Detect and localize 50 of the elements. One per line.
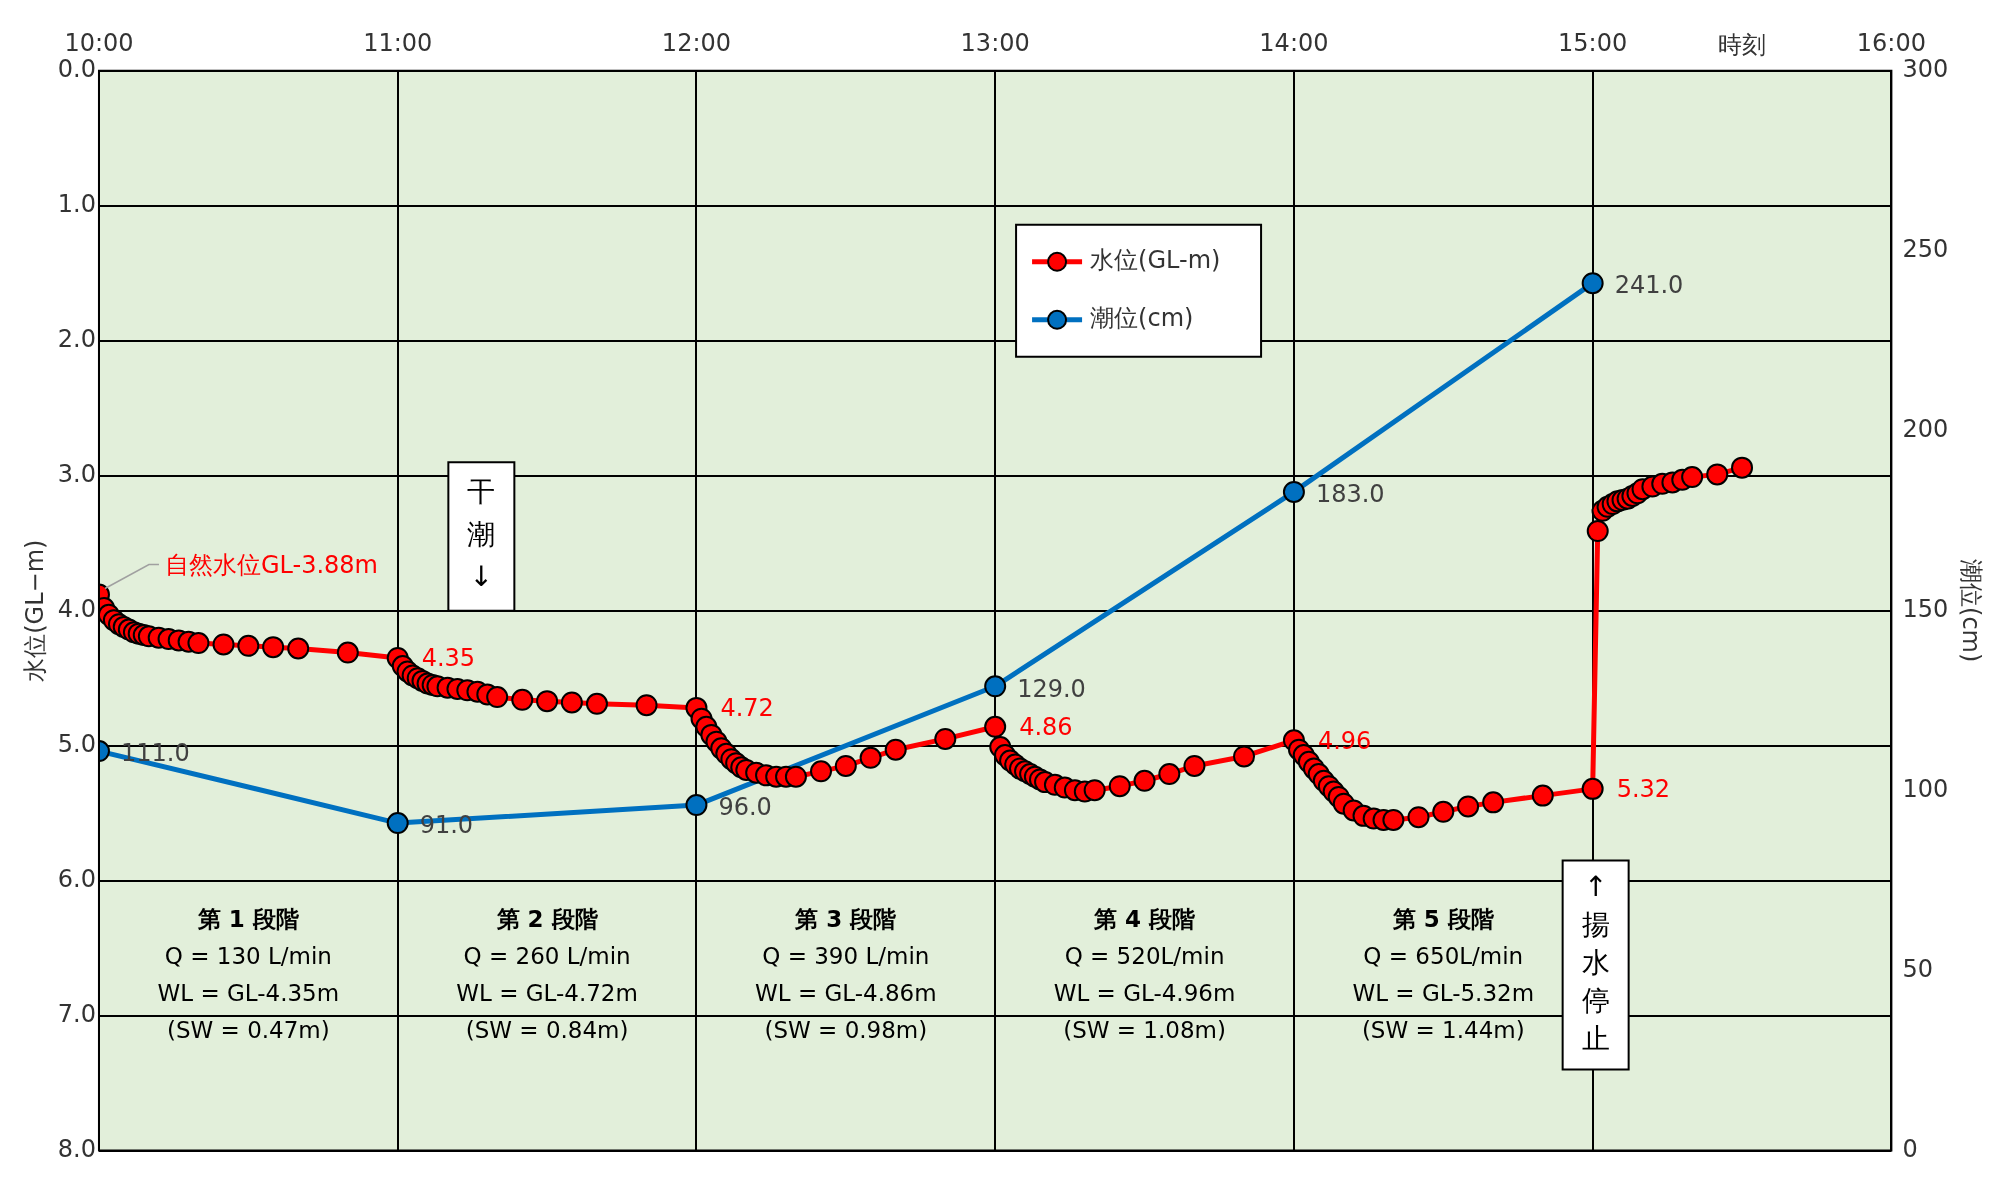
y-tick-label: 5.0	[57, 729, 96, 758]
legend-label: 潮位(cm)	[1090, 304, 1194, 333]
x-tick-label: 15:00	[1558, 28, 1628, 57]
y-tick-label: 3.0	[57, 459, 96, 488]
y-tick-label: 1.0	[57, 190, 96, 219]
y2-tick-label: 150	[1902, 594, 1949, 623]
data-label: 111.0	[120, 739, 190, 768]
data-label: 129.0	[1017, 674, 1086, 703]
annotation: 自然水位GL-3.88m	[164, 550, 378, 579]
annotation: 第 1 段階 Q = 130 L/min WL = GL-4.35m (SW = 0.47m)	[157, 906, 340, 1044]
x-tick-label: 12:00	[661, 28, 732, 57]
annotation: 4.72	[720, 694, 774, 723]
x-axis-title: 時刻	[1718, 31, 1767, 60]
y2-tick-label: 250	[1902, 235, 1949, 263]
y-tick-label: 7.0	[57, 999, 96, 1028]
y-tick-label: 0.0	[57, 55, 96, 84]
x-tick-label: 13:00	[960, 28, 1030, 57]
legend-label: 水位(GL-m)	[1090, 246, 1221, 275]
annotation: 第 2 段階 Q = 260 L/min WL = GL-4.72m (SW = 0.84m)	[456, 906, 638, 1044]
y2-tick-label: 50	[1902, 954, 1933, 983]
x-tick-label: 14:00	[1259, 28, 1329, 57]
y2-axis-title: 潮位(cm)	[1957, 559, 1986, 663]
point	[1282, 480, 1305, 503]
annotation: 4.35	[421, 644, 476, 673]
annotation: ↑揚水停止	[1581, 870, 1610, 1056]
point	[1581, 272, 1604, 295]
annotation: 干潮↓	[467, 475, 496, 594]
point	[984, 675, 1007, 698]
data-label: 183.0	[1315, 480, 1385, 509]
annotation: 4.86	[1019, 713, 1073, 742]
y2-tick-label: 300	[1902, 55, 1949, 84]
data-label: 241.0	[1614, 271, 1684, 300]
y-axis-title: 水位(GL−m)	[20, 539, 49, 682]
y2-tick-label: 100	[1902, 774, 1949, 803]
annotation: 5.32	[1616, 775, 1671, 804]
y-tick-label: 8.0	[57, 1134, 96, 1163]
y2-tick-label: 200	[1902, 414, 1949, 443]
data-label: 96.0	[718, 793, 772, 822]
y2-tick-label: 0	[1902, 1134, 1918, 1163]
y-tick-label: 2.0	[57, 324, 96, 353]
annotation: 第 4 段階 Q = 520L/min WL = GL-4.96m (SW = 1.08m)	[1053, 906, 1236, 1044]
annotation: 第 3 段階 Q = 390 L/min WL = GL-4.86m (SW = 0.98m)	[755, 906, 937, 1044]
annotation: 第 5 段階 Q = 650L/min WL = GL-5.32m (SW = 1.44m)	[1352, 906, 1535, 1044]
x-tick-label: 10:00	[64, 28, 134, 57]
x-tick-label: 11:00	[363, 28, 433, 57]
y-tick-label: 6.0	[57, 864, 96, 893]
y-tick-label: 4.0	[57, 594, 96, 623]
point	[386, 812, 409, 835]
x-tick-label: 16:00	[1856, 28, 1926, 57]
point	[685, 794, 708, 817]
